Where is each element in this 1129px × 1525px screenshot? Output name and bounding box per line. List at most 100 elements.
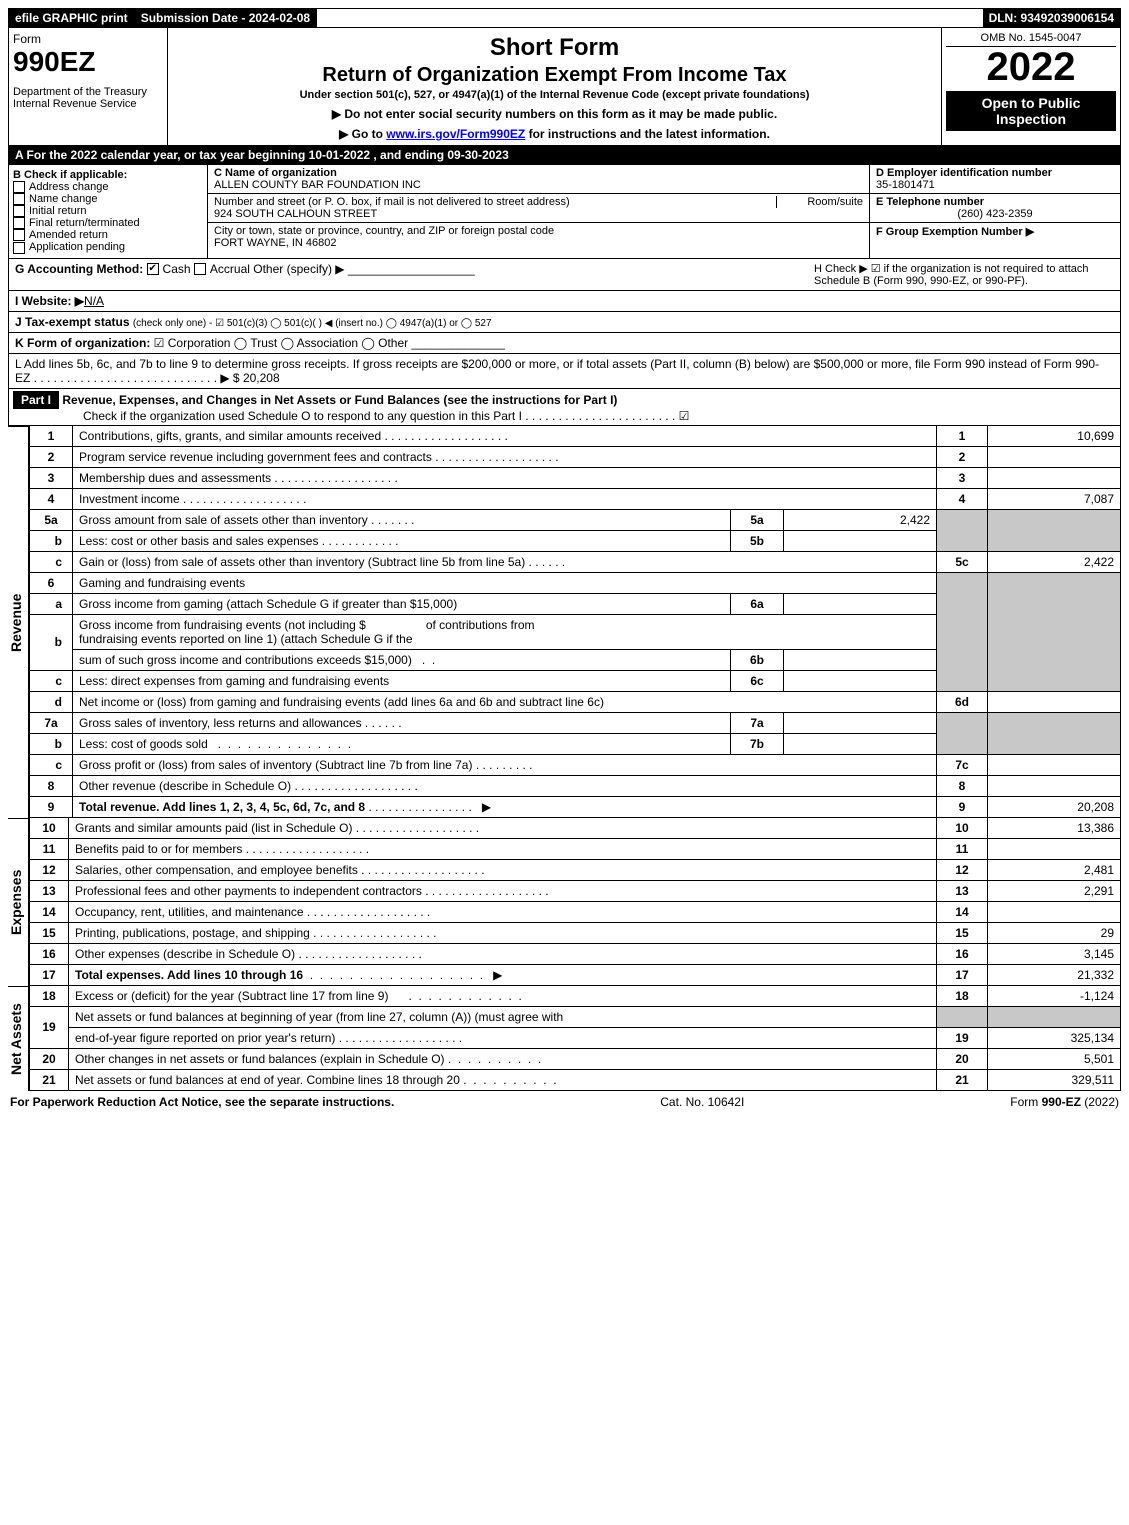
l16-box: 16 [937,943,988,964]
l17-amt: 21,332 [988,964,1121,985]
l5c-amt: 2,422 [988,551,1121,572]
irs-link[interactable]: www.irs.gov/Form990EZ [386,127,525,141]
col-c: C Name of organizationALLEN COUNTY BAR F… [208,165,870,258]
l2-box: 2 [937,446,988,467]
l9-box: 9 [937,796,988,817]
l6d-box: 6d [937,691,988,712]
l5a-ibox: 5a [731,509,784,530]
d-label: D Employer identification number [876,167,1052,179]
city-label: City or town, state or province, country… [214,225,554,237]
l3-amt [988,467,1121,488]
l1-box: 1 [937,426,988,447]
submission-date: Submission Date - 2024-02-08 [135,9,317,27]
chk-amended[interactable] [13,229,25,241]
l5c-text: Gain or (loss) from sale of assets other… [79,555,525,569]
l9-arrow: ▶ [482,800,491,814]
l6c-ibox: 6c [731,670,784,691]
j-rest: (check only one) - ☑ 501(c)(3) ◯ 501(c)(… [133,318,492,329]
j-label: J Tax-exempt status [15,315,130,329]
part1-bar: Part I [13,391,59,409]
l10-amt: 13,386 [988,818,1121,839]
l6c-iamt [784,670,937,691]
l5b-text: Less: cost or other basis and sales expe… [79,534,318,548]
l7c-num: c [30,754,73,775]
l5c-num: c [30,551,73,572]
b-label: B Check if applicable: [13,169,127,181]
l10-box: 10 [937,818,988,839]
l5b-ibox: 5b [731,530,784,551]
l6b-t4: sum of such gross income and contributio… [79,653,412,667]
i-label: I Website: ▶ [15,294,84,308]
l20-text: Other changes in net assets or fund bala… [75,1052,445,1066]
l6b-t2: of contributions from [426,618,535,632]
l18-text: Excess or (deficit) for the year (Subtra… [75,989,388,1003]
l5b-iamt [784,530,937,551]
chk-addr[interactable] [13,181,25,193]
l6-num: 6 [30,572,73,593]
l7a-num: 7a [30,712,73,733]
l1-amt: 10,699 [988,426,1121,447]
l13-num: 13 [30,880,69,901]
efile-print[interactable]: efile GRAPHIC print [9,9,135,27]
telephone: (260) 423-2359 [876,208,1114,220]
l4-text: Investment income [79,492,180,506]
l11-box: 11 [937,838,988,859]
website: N/A [84,294,104,308]
part1-header: Part I Revenue, Expenses, and Changes in… [8,389,1121,426]
netassets-label: Net Assets [8,986,29,1091]
expenses-label: Expenses [8,818,29,986]
chk-accrual[interactable] [194,263,206,275]
chk-name[interactable] [13,193,25,205]
l13-text: Professional fees and other payments to … [75,884,422,898]
l16-num: 16 [30,943,69,964]
f-label: F Group Exemption Number ▶ [876,226,1034,238]
l2-amt [988,446,1121,467]
amended-return: Amended return [29,229,108,241]
row-i: I Website: ▶N/A [8,291,1121,312]
city-state-zip: FORT WAYNE, IN 46802 [214,237,336,249]
dln: DLN: 93492039006154 [983,9,1120,27]
room-suite: Room/suite [776,196,863,208]
l6d-num: d [30,691,73,712]
block-b-through-f: B Check if applicable: Address change Na… [8,165,1121,259]
form-number: 990EZ [13,46,163,78]
l6b-t3: fundraising events reported on line 1) (… [79,632,413,646]
row-a: A For the 2022 calendar year, or tax yea… [8,146,1121,165]
l5a-num: 5a [30,509,73,530]
l4-box: 4 [937,488,988,509]
revenue-label: Revenue [8,426,29,818]
l21-box: 21 [937,1069,988,1090]
l15-num: 15 [30,922,69,943]
l6d-text: Net income or (loss) from gaming and fun… [73,691,937,712]
l6b-num: b [30,614,73,670]
chk-initial[interactable] [13,205,25,217]
l12-box: 12 [937,859,988,880]
l6a-text: Gross income from gaming (attach Schedul… [73,593,731,614]
l20-box: 20 [937,1048,988,1069]
l8-num: 8 [30,775,73,796]
l8-text: Other revenue (describe in Schedule O) [79,779,291,793]
street-label: Number and street (or P. O. box, if mail… [214,196,570,208]
chk-final[interactable] [13,217,25,229]
l7a-iamt [784,712,937,733]
l16-text: Other expenses (describe in Schedule O) [75,947,295,961]
chk-pending[interactable] [13,242,25,254]
l10-num: 10 [30,818,69,839]
l7b-text: Less: cost of goods sold [79,737,208,751]
l21-text: Net assets or fund balances at end of ye… [75,1073,460,1087]
page-footer: For Paperwork Reduction Act Notice, see … [8,1091,1121,1113]
footer-mid: Cat. No. 10642I [660,1095,744,1109]
l6d-amt [988,691,1121,712]
l7c-text: Gross profit or (loss) from sales of inv… [79,758,472,772]
chk-cash[interactable] [147,263,159,275]
col-def: D Employer identification number35-18014… [870,165,1120,258]
l12-amt: 2,481 [988,859,1121,880]
l17-num: 17 [30,964,69,985]
l14-amt [988,901,1121,922]
g-label: G Accounting Method: [15,262,143,276]
l6a-num: a [30,593,73,614]
l21-amt: 329,511 [988,1069,1121,1090]
short-form-title: Short Form [172,34,937,62]
l11-amt [988,838,1121,859]
l15-amt: 29 [988,922,1121,943]
